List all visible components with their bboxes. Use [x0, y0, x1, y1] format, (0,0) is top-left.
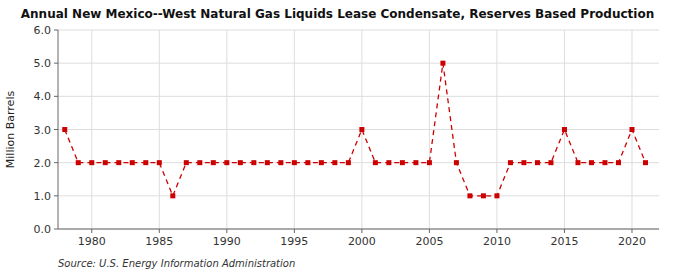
- x-tick-label: 2010: [483, 235, 511, 248]
- y-axis-line: [58, 30, 59, 229]
- x-tick-label: 1990: [213, 235, 241, 248]
- x-grid-line: [294, 30, 295, 229]
- axes: 0.0 1.0 2.0 3.0 4.0 5.0 6.0 1980 1985 1990 1995 200…: [34, 24, 660, 248]
- title: Annual New Mexico--West Natural Gas Liqu…: [21, 7, 654, 21]
- y-grid-line: [58, 195, 659, 196]
- data-line: [65, 63, 646, 196]
- x-tick: [361, 229, 362, 233]
- y-tick-label: 1.0: [34, 190, 52, 203]
- data-point: [143, 160, 148, 165]
- data-point: [400, 160, 405, 165]
- data-point: [359, 127, 364, 132]
- data-point: [548, 160, 553, 165]
- data-point: [494, 193, 499, 198]
- data-point: [481, 193, 486, 198]
- data-point: [575, 160, 580, 165]
- x-tick-label: 1995: [280, 235, 308, 248]
- y-axis-label: Million Barrels: [4, 91, 17, 169]
- x-tick: [159, 229, 160, 233]
- data-point: [238, 160, 243, 165]
- data-point: [224, 160, 229, 165]
- y-tick-label: 5.0: [34, 57, 52, 70]
- data-point: [184, 160, 189, 165]
- y-tick-label: 4.0: [34, 90, 52, 103]
- data-point: [346, 160, 351, 165]
- y-tick: [54, 195, 58, 196]
- data-point: [440, 61, 445, 66]
- x-tick: [91, 229, 92, 233]
- y-grid-line: [58, 63, 659, 64]
- y-grid-line: [58, 96, 659, 97]
- chart: 0.0 1.0 2.0 3.0 4.0 5.0 6.0 1980 1985 1990 1995 200…: [0, 0, 675, 275]
- y-grid-line: [58, 229, 659, 230]
- x-grid-line: [226, 30, 227, 229]
- data-point: [89, 160, 94, 165]
- data-point: [332, 160, 337, 165]
- data-point: [373, 160, 378, 165]
- x-tick: [226, 229, 227, 233]
- x-grid-line: [496, 30, 497, 229]
- data-point: [386, 160, 391, 165]
- x-grid-line: [159, 30, 160, 229]
- x-tick-label: 1985: [145, 235, 173, 248]
- y-tick: [54, 96, 58, 97]
- data-point: [76, 160, 81, 165]
- y-grid-line: [58, 129, 659, 130]
- data-point: [535, 160, 540, 165]
- data-point: [562, 127, 567, 132]
- y-tick-label: 3.0: [34, 124, 52, 137]
- grid: [58, 30, 659, 229]
- y-tick: [54, 229, 58, 230]
- data-point: [616, 160, 621, 165]
- data-point: [629, 127, 634, 132]
- data-point: [265, 160, 270, 165]
- data-point: [157, 160, 162, 165]
- y-tick: [54, 30, 58, 31]
- data-point: [521, 160, 526, 165]
- x-tick-label: 1980: [78, 235, 106, 248]
- data-point: [278, 160, 283, 165]
- data-point: [305, 160, 310, 165]
- x-tick-label: 2000: [348, 235, 376, 248]
- data-point: [103, 160, 108, 165]
- data-point: [62, 127, 67, 132]
- data-point: [643, 160, 648, 165]
- x-tick: [631, 229, 632, 233]
- data-point: [197, 160, 202, 165]
- y-tick: [54, 162, 58, 163]
- x-tick-label: 2020: [618, 235, 646, 248]
- data-point: [319, 160, 324, 165]
- x-grid-line: [91, 30, 92, 229]
- data-point: [251, 160, 256, 165]
- data-point: [602, 160, 607, 165]
- x-tick-label: 2005: [415, 235, 443, 248]
- x-axis-line: [58, 229, 659, 230]
- y-tick-label: 2.0: [34, 157, 52, 170]
- y-grid-line: [58, 30, 659, 31]
- data-point: [454, 160, 459, 165]
- data-point: [170, 193, 175, 198]
- data-point: [508, 160, 513, 165]
- data-point: [116, 160, 121, 165]
- data-point: [427, 160, 432, 165]
- x-tick-label: 2015: [550, 235, 578, 248]
- data-point: [467, 193, 472, 198]
- x-tick: [564, 229, 565, 233]
- data-point: [130, 160, 135, 165]
- source-note: Source: U.S. Energy Information Administ…: [58, 258, 295, 269]
- y-tick-label: 6.0: [34, 24, 52, 37]
- data-point: [211, 160, 216, 165]
- x-tick: [294, 229, 295, 233]
- data-point: [292, 160, 297, 165]
- x-tick: [429, 229, 430, 233]
- data-point: [413, 160, 418, 165]
- series: [62, 61, 648, 199]
- x-grid-line: [429, 30, 430, 229]
- y-tick: [54, 63, 58, 64]
- x-tick: [496, 229, 497, 233]
- y-tick: [54, 129, 58, 130]
- data-point: [589, 160, 594, 165]
- y-tick-label: 0.0: [34, 223, 52, 236]
